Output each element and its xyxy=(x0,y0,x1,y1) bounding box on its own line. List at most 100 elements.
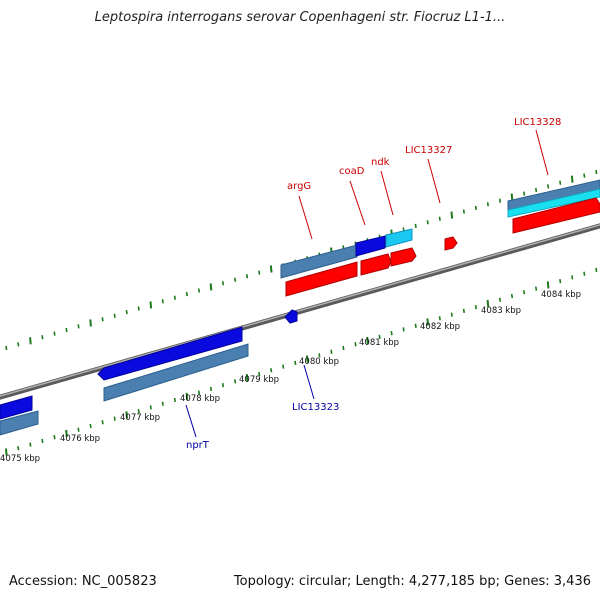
gene-label-ndk[interactable]: ndk xyxy=(371,157,390,168)
cds-block-LIC13328 xyxy=(507,179,600,212)
inner-tick xyxy=(5,448,8,456)
inner-tick xyxy=(65,429,68,437)
rna-block-LIC13328 xyxy=(512,197,600,234)
outer-tick xyxy=(197,288,201,293)
rna-block-coaD xyxy=(360,253,392,276)
inner-tick xyxy=(426,318,429,326)
outer-tick xyxy=(209,283,213,291)
inner-tick xyxy=(523,290,526,295)
leader-LIC13327 xyxy=(427,158,441,204)
gene-label-argG[interactable]: argG xyxy=(287,181,311,192)
inner-tick xyxy=(197,390,201,395)
inner-tick xyxy=(546,281,550,289)
inner-tick xyxy=(137,408,140,414)
inner-tick xyxy=(29,442,32,447)
inner-tick xyxy=(354,342,357,347)
inner-tick xyxy=(450,312,453,317)
scale-label: 4078 kbp xyxy=(180,394,220,404)
inner-tick xyxy=(414,323,417,328)
inner-tick xyxy=(53,434,56,440)
outer-tick xyxy=(173,295,176,300)
outer-tick xyxy=(583,173,586,178)
cds-blocks-reverse[interactable] xyxy=(0,309,298,436)
scale-label: 4077 kbp xyxy=(120,413,160,423)
gene-arrow-left xyxy=(0,395,33,420)
outer-tick xyxy=(89,319,92,327)
genome-backbone xyxy=(0,223,600,400)
inner-tick xyxy=(510,293,514,299)
inner-tick xyxy=(486,299,490,307)
outer-tick xyxy=(5,345,8,351)
inner-tick xyxy=(41,438,44,444)
inner-tick xyxy=(318,353,321,358)
inner-tick xyxy=(270,368,273,373)
gene-arrow-coaD xyxy=(355,235,386,257)
outer-tick xyxy=(149,301,153,309)
outer-tick xyxy=(535,187,538,193)
inner-tick xyxy=(294,360,297,366)
inner-tick xyxy=(306,355,309,363)
scale-label: 4075 kbp xyxy=(0,454,40,464)
outer-tick xyxy=(498,198,502,203)
accession-text: Accession: NC_005823 xyxy=(9,574,157,589)
outer-tick xyxy=(41,335,44,340)
outer-tick xyxy=(474,205,477,211)
outer-tick xyxy=(570,175,574,183)
gene-arrow-LIC13323 xyxy=(284,309,298,324)
label-leaders xyxy=(185,129,549,438)
outer-tick xyxy=(185,291,188,297)
scale-label: 4080 kbp xyxy=(299,357,339,367)
cds-block-left xyxy=(0,410,39,436)
inner-tick xyxy=(258,371,261,377)
scale-label: 4081 kbp xyxy=(359,338,399,348)
outer-tick xyxy=(258,270,261,275)
inner-tick xyxy=(342,345,345,351)
inner-tick xyxy=(583,271,586,276)
inner-tick xyxy=(101,420,104,425)
gene-arrow-LIC13328-cyan xyxy=(507,188,600,218)
topology-text: Topology: circular; Length: 4,277,185 bp… xyxy=(233,574,591,589)
leader-coaD xyxy=(349,180,366,226)
outer-tick xyxy=(510,193,514,201)
inner-tick xyxy=(535,286,538,291)
inner-tick xyxy=(438,316,441,321)
outer-tick xyxy=(137,306,140,311)
outer-tick xyxy=(101,317,104,322)
rna-block-ndk xyxy=(390,247,417,267)
gene-label-LIC13327[interactable]: LIC13327 xyxy=(405,145,452,156)
inner-tick xyxy=(17,446,20,451)
inner-tick xyxy=(366,337,369,345)
outer-tick xyxy=(559,180,562,185)
outer-tick xyxy=(462,209,465,214)
outer-tick xyxy=(414,223,417,229)
outer-tick xyxy=(221,281,225,286)
rna-block-LIC13327 xyxy=(444,236,458,251)
gene-label-coaD[interactable]: coaD xyxy=(339,166,365,177)
outer-tick xyxy=(113,313,116,318)
outer-tick xyxy=(595,169,598,175)
outer-tick xyxy=(65,327,68,333)
gene-arrow-nprT xyxy=(97,326,243,381)
outer-tick xyxy=(161,299,164,304)
gene-label-LIC13323[interactable]: LIC13323 xyxy=(292,402,339,413)
inner-tick xyxy=(221,382,225,388)
inner-tick xyxy=(390,330,393,336)
cds-block-argG xyxy=(280,244,358,279)
leader-LIC13323 xyxy=(303,364,315,400)
inner-tick xyxy=(149,405,152,410)
scale-label: 4082 kbp xyxy=(420,322,460,332)
inner-tick xyxy=(245,374,249,382)
inner-tick xyxy=(378,334,381,340)
scale-label: 4076 kbp xyxy=(60,434,100,444)
gene-label-nprT[interactable]: nprT xyxy=(186,440,210,451)
cds-blocks-forward[interactable] xyxy=(280,179,600,297)
inner-tick xyxy=(161,401,164,406)
outer-tick xyxy=(53,331,56,336)
tick-marks xyxy=(5,169,598,456)
gene-label-LIC13328[interactable]: LIC13328 xyxy=(514,117,561,128)
outer-tick xyxy=(125,309,128,315)
inner-tick xyxy=(234,379,237,384)
inner-tick xyxy=(559,278,562,284)
outer-tick xyxy=(547,184,550,189)
